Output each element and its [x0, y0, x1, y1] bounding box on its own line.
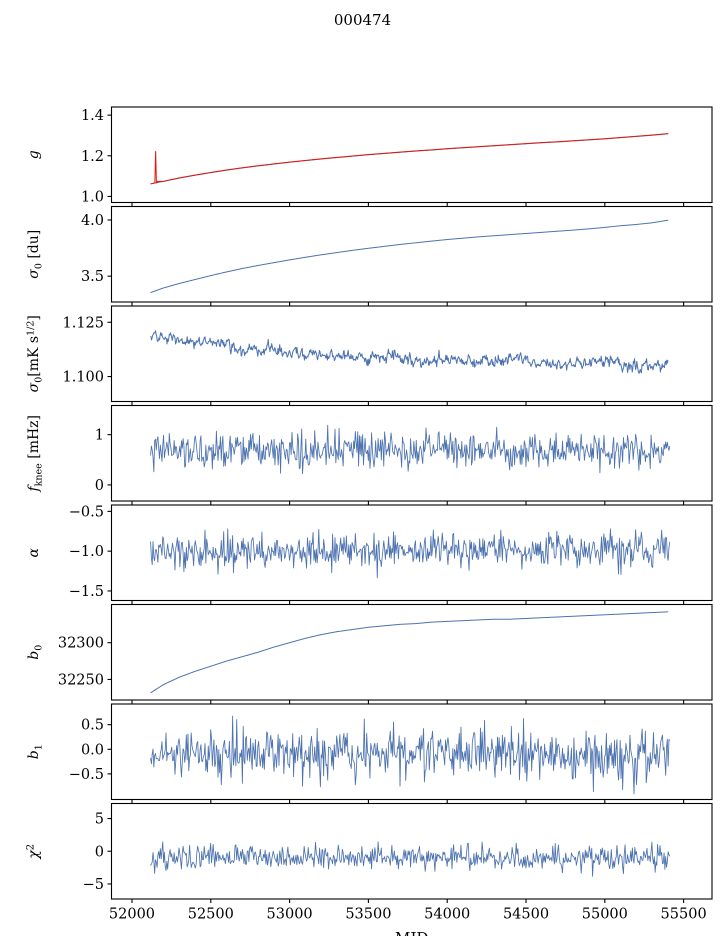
panel-5-data	[150, 528, 671, 579]
panel-3-ylabel: σ0[mK s1/2]	[26, 315, 45, 392]
panel-1-frame	[110, 106, 713, 204]
panel-4-ytick-label: 0	[95, 478, 104, 494]
panel-7-ytick-label: 0.0	[81, 742, 104, 758]
panel-6-ylabel: b0	[26, 645, 45, 660]
panel-7-ylabel: b1	[26, 744, 45, 759]
panel-1-ytick-label: 1.4	[81, 108, 104, 124]
xtick-label: 54000	[424, 907, 470, 923]
panel-7: −0.5 0.0 0.5 b1	[26, 703, 713, 804]
panel-5-ylabel: α	[26, 547, 42, 557]
series-sigma0_mKs	[150, 330, 669, 374]
panel-6-data	[150, 611, 669, 694]
panel-1-ytick-label: 1.0	[81, 189, 104, 205]
series-b0	[150, 611, 669, 694]
series-g_data	[150, 133, 669, 185]
panel-4: 0 1 fknee [mHz]	[26, 404, 713, 505]
xtick-label: 54500	[503, 907, 549, 923]
panel-3-data	[150, 330, 669, 374]
panel-2-ytick-label: 4.0	[81, 213, 104, 229]
xtick-label: 52000	[109, 907, 155, 923]
panel-8-ytick-label: −5	[83, 877, 104, 893]
panel-2-data	[150, 219, 669, 293]
panel-4-data	[150, 424, 671, 475]
panel-4-frame	[110, 404, 713, 502]
panel-6-frame	[110, 603, 713, 701]
panel-5-ytick-label: −0.5	[69, 504, 104, 520]
panel-8-ytick-label: 5	[95, 812, 104, 828]
series-g_model	[150, 133, 669, 185]
panel-8-ylabel: χ2	[26, 844, 43, 860]
panel-2: 3.5 4.0 σ0 [du]	[26, 205, 713, 306]
xtick-label: 53000	[267, 907, 313, 923]
series-chi2	[150, 841, 671, 877]
xaxis-label: MJD	[395, 929, 428, 936]
panel-1-ytick-label: 1.2	[81, 149, 104, 165]
panel-3: 1.100 1.125 σ0[mK s1/2]	[26, 305, 713, 406]
panel-3-ytick-label: 1.125	[62, 315, 104, 331]
panel-5-ytick-label: −1.0	[69, 544, 104, 560]
panel-1-data	[150, 133, 669, 185]
panel-7-frame	[110, 703, 713, 801]
xtick-label: 53500	[345, 907, 391, 923]
panel-6-ytick-label: 32300	[58, 636, 104, 652]
series-b1	[150, 715, 671, 795]
panel-8-data	[150, 841, 671, 877]
panel-6: 32250 32300 b0	[26, 603, 713, 704]
panel-5: −1.5 −1.0 −0.5 α	[26, 504, 713, 605]
panel-3-frame	[110, 305, 713, 403]
panel-6-ytick-label: 32250	[58, 672, 104, 688]
panel-5-ytick-label: −1.5	[69, 584, 104, 600]
xtick-label: 55500	[661, 907, 707, 923]
panel-2-ylabel: σ0 [du]	[26, 230, 45, 279]
series-sigma0_du	[150, 219, 669, 293]
panel-7-ytick-label: 0.5	[81, 718, 104, 734]
series-alpha	[150, 528, 671, 579]
panel-5-frame	[110, 504, 713, 602]
panel-4-ylabel: fknee [mHz]	[26, 415, 45, 493]
panel-3-ytick-label: 1.100	[62, 370, 104, 386]
panel-1: 1.0 1.2 1.4 g	[26, 106, 713, 207]
panel-1-ylabel: g	[26, 150, 42, 159]
panel-7-ytick-label: −0.5	[69, 767, 104, 783]
panel-7-data	[150, 715, 671, 795]
panel-4-ytick-label: 1	[95, 428, 104, 444]
panel-8: −5 0 5 52000 52500 53000 53500 54000 54500 55000 5…	[26, 802, 713, 923]
series-f_knee	[150, 424, 671, 475]
figure-title: 000474	[334, 11, 391, 29]
xtick-label: 55000	[582, 907, 628, 923]
panel-2-ytick-label: 3.5	[81, 269, 104, 285]
panel-8-ytick-label: 0	[95, 844, 104, 860]
xtick-label: 52500	[188, 907, 234, 923]
panel-2-frame	[110, 205, 713, 303]
